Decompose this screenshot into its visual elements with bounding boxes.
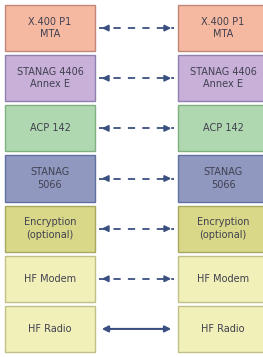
- Text: HF Radio: HF Radio: [201, 324, 245, 334]
- FancyBboxPatch shape: [5, 306, 95, 352]
- Text: ACP 142: ACP 142: [29, 124, 70, 134]
- FancyBboxPatch shape: [178, 256, 263, 302]
- FancyBboxPatch shape: [178, 306, 263, 352]
- Text: STANAG
5066: STANAG 5066: [30, 167, 70, 190]
- Text: STANAG 4406
Annex E: STANAG 4406 Annex E: [190, 67, 256, 89]
- Text: HF Modem: HF Modem: [197, 274, 249, 284]
- Text: X.400 P1
MTA: X.400 P1 MTA: [201, 17, 245, 39]
- FancyBboxPatch shape: [5, 55, 95, 101]
- Text: HF Modem: HF Modem: [24, 274, 76, 284]
- FancyBboxPatch shape: [5, 105, 95, 151]
- FancyBboxPatch shape: [5, 155, 95, 202]
- FancyBboxPatch shape: [178, 155, 263, 202]
- Text: ACP 142: ACP 142: [203, 124, 244, 134]
- Text: STANAG 4406
Annex E: STANAG 4406 Annex E: [17, 67, 83, 89]
- Text: Encryption
(optional): Encryption (optional): [24, 217, 76, 240]
- FancyBboxPatch shape: [178, 105, 263, 151]
- FancyBboxPatch shape: [178, 5, 263, 51]
- FancyBboxPatch shape: [178, 206, 263, 252]
- FancyBboxPatch shape: [5, 5, 95, 51]
- Text: HF Radio: HF Radio: [28, 324, 72, 334]
- FancyBboxPatch shape: [5, 256, 95, 302]
- Text: STANAG
5066: STANAG 5066: [203, 167, 243, 190]
- Text: Encryption
(optional): Encryption (optional): [197, 217, 249, 240]
- Text: X.400 P1
MTA: X.400 P1 MTA: [28, 17, 72, 39]
- FancyBboxPatch shape: [5, 206, 95, 252]
- FancyBboxPatch shape: [178, 55, 263, 101]
